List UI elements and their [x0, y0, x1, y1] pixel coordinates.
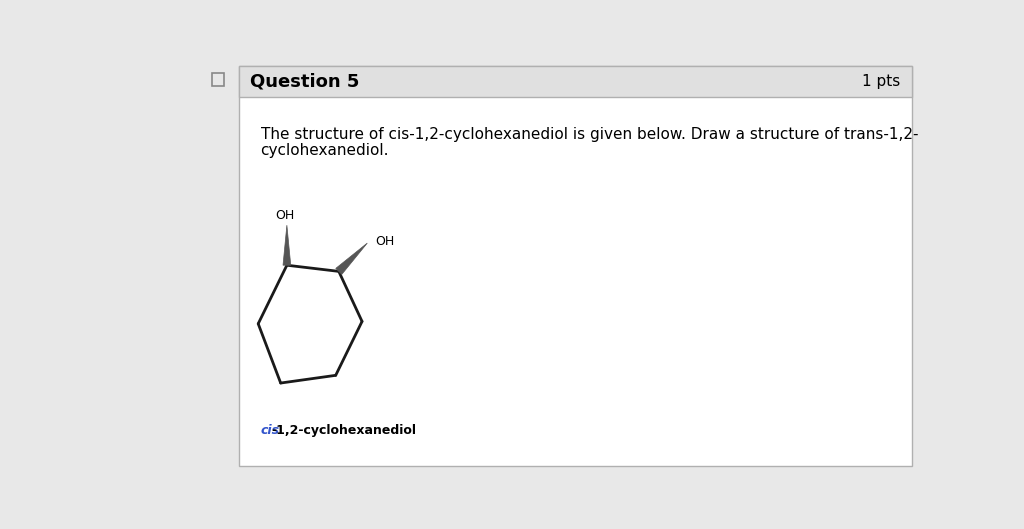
Text: 1 pts: 1 pts [861, 74, 900, 89]
Bar [212, 74, 224, 86]
Text: -1,2-cyclohexanediol: -1,2-cyclohexanediol [271, 424, 417, 437]
Text: OH: OH [375, 235, 394, 248]
Bar [239, 66, 911, 97]
Polygon shape [283, 225, 291, 265]
Text: cis: cis [260, 424, 280, 437]
Bar [239, 66, 911, 466]
Polygon shape [336, 243, 368, 275]
Text: Question 5: Question 5 [251, 72, 359, 90]
Text: The structure of cis-1,2-cyclohexanediol is given below. Draw a structure of tra: The structure of cis-1,2-cyclohexanediol… [260, 127, 919, 142]
Text: OH: OH [275, 209, 295, 222]
Text: cyclohexanediol.: cyclohexanediol. [260, 143, 389, 158]
